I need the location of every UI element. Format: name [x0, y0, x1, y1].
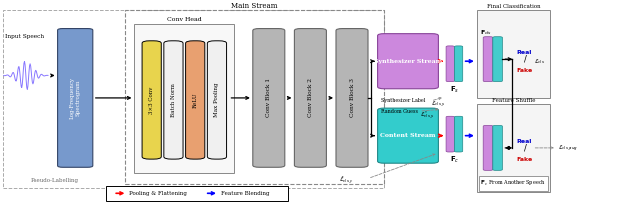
Text: Synthesizer Label: Synthesizer Label — [381, 99, 425, 103]
Text: ReLU: ReLU — [193, 92, 198, 108]
Text: $\mathbf{F}_{cls}$: $\mathbf{F}_{cls}$ — [480, 28, 492, 37]
FancyBboxPatch shape — [483, 37, 493, 82]
Text: Synthesizer Stream: Synthesizer Stream — [374, 59, 442, 64]
FancyBboxPatch shape — [446, 116, 454, 152]
FancyBboxPatch shape — [58, 29, 93, 167]
FancyBboxPatch shape — [253, 29, 285, 167]
FancyBboxPatch shape — [378, 34, 438, 89]
Text: $\mathcal{L}_{cls\_aug}$: $\mathcal{L}_{cls\_aug}$ — [558, 143, 578, 153]
Text: /: / — [524, 55, 526, 64]
FancyBboxPatch shape — [454, 116, 463, 152]
Text: Final Classification: Final Classification — [487, 4, 540, 9]
Text: $\mathbf{F}_s$: $\mathbf{F}_s$ — [450, 85, 459, 95]
Text: Fake: Fake — [516, 157, 532, 162]
FancyBboxPatch shape — [477, 104, 550, 192]
Text: Conv Block 1: Conv Block 1 — [266, 78, 271, 118]
Text: Batch Norm: Batch Norm — [171, 83, 176, 117]
FancyBboxPatch shape — [134, 24, 234, 173]
Text: Feature Blending: Feature Blending — [221, 191, 269, 196]
FancyBboxPatch shape — [477, 10, 550, 98]
Text: $\mathcal{L}_{cls}$: $\mathcal{L}_{cls}$ — [534, 57, 545, 66]
Text: Fake: Fake — [516, 68, 532, 73]
Text: Conv Head: Conv Head — [166, 17, 202, 22]
Text: 3×3 Conv: 3×3 Conv — [149, 86, 154, 114]
FancyBboxPatch shape — [483, 125, 493, 170]
Text: Real: Real — [516, 50, 532, 55]
Text: $\mathbf{F}_c$: $\mathbf{F}_c$ — [450, 155, 459, 165]
Text: Real: Real — [516, 139, 532, 144]
Text: Input Speech: Input Speech — [4, 34, 44, 39]
Text: Pooling & Flattening: Pooling & Flattening — [129, 191, 187, 196]
Text: $\mathcal{L}_{cls\_s}$: $\mathcal{L}_{cls\_s}$ — [431, 99, 446, 108]
Text: Main Stream: Main Stream — [231, 2, 277, 10]
Text: Feature Shuffle: Feature Shuffle — [492, 98, 535, 103]
Text: $\mathcal{L}^*_{cls\_s}$: $\mathcal{L}^*_{cls\_s}$ — [420, 109, 435, 120]
Text: Random Guess: Random Guess — [381, 109, 418, 114]
FancyBboxPatch shape — [186, 41, 205, 159]
Text: Conv Block 3: Conv Block 3 — [349, 79, 355, 117]
Text: /: / — [524, 143, 526, 152]
FancyBboxPatch shape — [294, 29, 326, 167]
Text: Pseudo-Labelling: Pseudo-Labelling — [31, 178, 79, 183]
Text: $\mathbf{F}'_c$ From Another Speech: $\mathbf{F}'_c$ From Another Speech — [480, 179, 547, 188]
FancyBboxPatch shape — [479, 176, 548, 191]
FancyBboxPatch shape — [454, 46, 463, 82]
FancyBboxPatch shape — [446, 46, 454, 82]
Text: Conv Block 2: Conv Block 2 — [308, 78, 313, 118]
FancyBboxPatch shape — [142, 41, 161, 159]
FancyBboxPatch shape — [207, 41, 227, 159]
Text: Content Stream: Content Stream — [380, 133, 436, 138]
FancyBboxPatch shape — [164, 41, 183, 159]
Text: $\hat{\mathcal{L}}_{cls\_c}$: $\hat{\mathcal{L}}_{cls\_c}$ — [339, 174, 355, 185]
FancyBboxPatch shape — [336, 29, 368, 167]
FancyBboxPatch shape — [493, 125, 502, 170]
FancyBboxPatch shape — [378, 108, 438, 163]
FancyBboxPatch shape — [493, 37, 502, 82]
Text: Max Pooling: Max Pooling — [214, 83, 220, 117]
FancyBboxPatch shape — [106, 186, 288, 201]
Text: Log-Frequency
Spectrogram: Log-Frequency Spectrogram — [70, 77, 81, 119]
